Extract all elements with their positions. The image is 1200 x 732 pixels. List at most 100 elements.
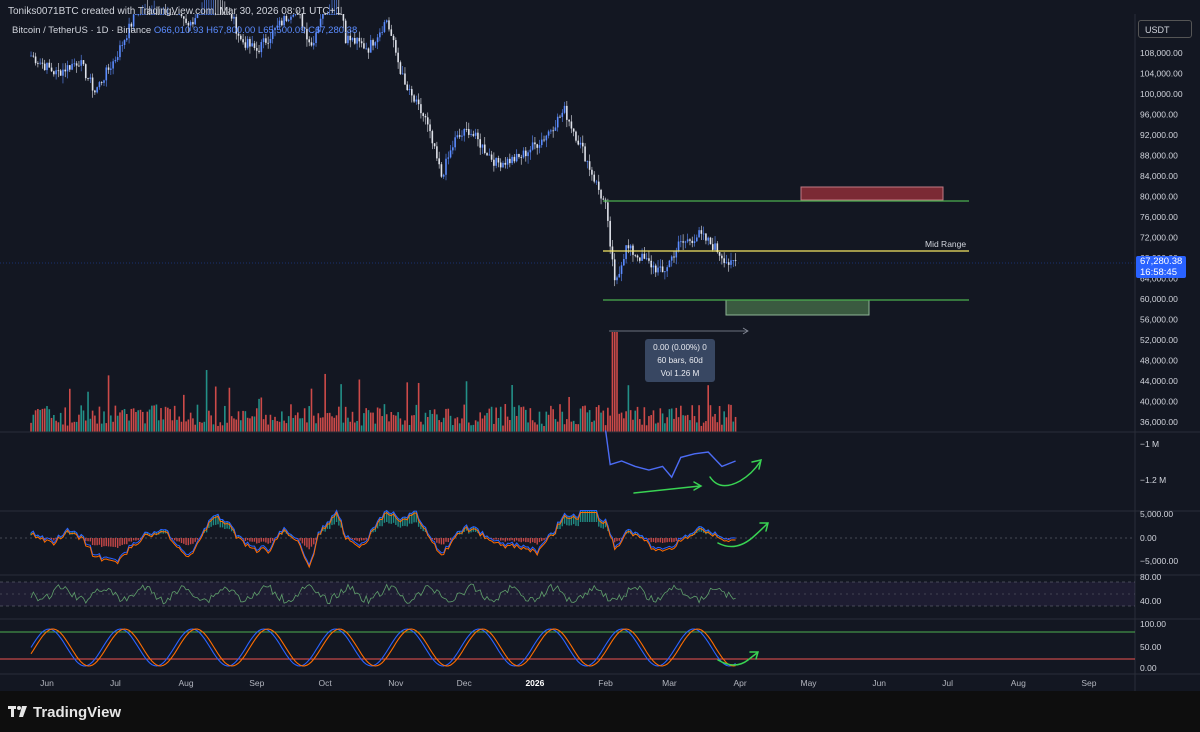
- rsi-line: [30, 583, 736, 605]
- price-candle-body: [702, 233, 705, 235]
- stoch-d-line: [30, 628, 736, 667]
- price-candle-body: [648, 258, 650, 261]
- volume-bar: [730, 404, 732, 432]
- price-candle-body: [326, 14, 329, 15]
- volume-bar: [657, 422, 659, 432]
- price-candle-body: [135, 14, 137, 15]
- volume-bar: [454, 418, 456, 432]
- ind1-tick: −1 M: [1140, 439, 1159, 449]
- volume-bar: [390, 412, 393, 432]
- macd-histogram-bar: [98, 538, 101, 545]
- macd-histogram-bar: [433, 538, 436, 541]
- macd-histogram-bar: [614, 538, 616, 543]
- currency-selector[interactable]: USDT: [1138, 20, 1192, 38]
- volume-bar: [411, 415, 413, 432]
- time-axis-label: 2026: [525, 678, 544, 688]
- volume-bar: [119, 412, 121, 432]
- macd-histogram-bar: [411, 513, 413, 524]
- volume-bar: [397, 412, 399, 432]
- macd-histogram-bar: [116, 538, 119, 548]
- volume-bar: [417, 382, 420, 432]
- price-candle-body: [89, 77, 92, 79]
- macd-histogram-bar: [538, 538, 541, 543]
- tradingview-logo[interactable]: TradingView: [8, 704, 121, 721]
- price-candle-body: [240, 35, 242, 40]
- macd-histogram-bar: [192, 538, 194, 544]
- price-candle-body: [344, 20, 347, 44]
- volume-bar: [169, 409, 171, 432]
- volume-bar: [167, 407, 169, 432]
- volume-bar: [260, 397, 263, 432]
- price-candle-body: [689, 239, 691, 241]
- macd-histogram-bar: [445, 538, 447, 542]
- time-axis-label: Jun: [872, 678, 886, 688]
- volume-bar: [433, 409, 436, 432]
- demand-zone: [725, 299, 870, 316]
- price-candle-body: [698, 230, 700, 238]
- price-candle-body: [219, 14, 222, 15]
- volume-bar: [684, 415, 687, 432]
- macd-histogram-bar: [570, 516, 573, 526]
- price-candle-body: [107, 67, 110, 70]
- price-candle-body: [73, 63, 76, 65]
- tradingview-logo-icon: [8, 706, 27, 717]
- macd-histogram-bar: [673, 538, 675, 542]
- volume-bar: [436, 414, 438, 432]
- time-axis-label: Apr: [734, 678, 747, 688]
- price-candle-body: [285, 15, 288, 21]
- macd-histogram-bar: [146, 532, 149, 536]
- price-candle-body: [233, 16, 235, 19]
- price-candle-body: [128, 23, 130, 39]
- price-candle-body: [618, 273, 621, 278]
- volume-bar: [84, 420, 87, 432]
- price-candle-body: [91, 77, 94, 91]
- price-candle-body: [267, 42, 269, 44]
- macd-histogram-bar: [262, 538, 265, 542]
- volume-bar: [468, 422, 470, 432]
- price-candle-body: [497, 158, 500, 163]
- macd-histogram-bar: [518, 538, 520, 542]
- volume-bar: [244, 411, 247, 432]
- macd-histogram-bar: [591, 510, 593, 522]
- chart-canvas[interactable]: Mid Range 0.00 (0.00%) 0 60 bars, 60d Vo…: [0, 0, 1200, 691]
- macd-histogram-bar: [135, 538, 137, 541]
- macd-histogram-bar: [588, 510, 591, 522]
- price-candle-body: [265, 38, 267, 43]
- price-candle-body: [413, 95, 415, 102]
- macd-histogram-bar: [126, 538, 128, 545]
- volume-bar: [536, 424, 538, 432]
- macd-pane: [30, 509, 737, 569]
- volume-bars: [30, 332, 737, 432]
- price-candle-body: [406, 84, 409, 91]
- macd-histogram-bar: [595, 510, 598, 522]
- price-candle-body: [390, 29, 393, 36]
- price-candle-body: [338, 14, 340, 15]
- macd-histogram-bar: [395, 515, 397, 525]
- ohlc-values: O66,010.93 H67,800.00 L65,500.09 C67,280…: [153, 25, 358, 36]
- symbol-name[interactable]: Bitcoin / TetherUS · 1D · Binance: [12, 25, 152, 36]
- macd-signal-line: [30, 511, 736, 569]
- price-candle-body: [488, 154, 491, 156]
- price-axis-tick: 52,000.00: [1140, 335, 1178, 345]
- ind1-tick: −1.2 M: [1140, 475, 1166, 485]
- volume-bar: [474, 420, 477, 432]
- volume-bar: [661, 413, 664, 432]
- volume-bar: [445, 408, 447, 432]
- price-candle-body: [593, 174, 595, 182]
- volume-bar: [636, 406, 639, 432]
- volume-bar: [53, 414, 55, 432]
- macd-histogram-bar: [208, 520, 210, 529]
- macd-histogram-bar: [661, 538, 664, 543]
- volume-bar: [584, 405, 586, 432]
- volume-bar: [486, 412, 488, 432]
- price-candle-body: [48, 62, 51, 68]
- macd-histogram-bar: [253, 538, 256, 542]
- volume-bar: [563, 424, 566, 432]
- volume-bar: [406, 382, 409, 432]
- macd-tick: −5,000.00: [1140, 556, 1178, 566]
- volume-bar: [392, 414, 395, 432]
- price-candle-body: [392, 35, 395, 41]
- price-candle-body: [563, 105, 566, 113]
- price-candle-body: [438, 158, 440, 165]
- volume-bar: [126, 413, 128, 432]
